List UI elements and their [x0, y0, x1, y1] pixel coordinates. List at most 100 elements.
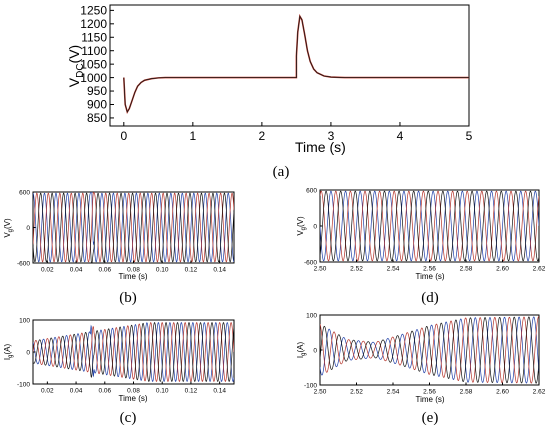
- d-x-tick-label: 2.54: [387, 266, 400, 273]
- panel-c-y-axis-title-unit: (A): [3, 344, 12, 355]
- panel-b-phase-c-line: [33, 192, 234, 263]
- a-x-tick-label: 0: [120, 129, 127, 143]
- panel-b-x-ticks: 0.02 0.04 0.06 0.08 0.10 0.12 0.14: [41, 260, 226, 274]
- panel-e-phase-a-line: [320, 316, 539, 384]
- c-x-tick-label: 0.04: [70, 388, 83, 395]
- d-y-tick-label: -600: [304, 259, 317, 266]
- c-x-tick-label: 0.02: [41, 388, 54, 395]
- e-x-tick-label: 2.50: [314, 389, 327, 396]
- panel-b-y-axis-title-main: V: [3, 232, 12, 238]
- panel-d-y-ticks: -600 0 600: [304, 187, 323, 266]
- panel-b: 0.02 0.04 0.06 0.08 0.10 0.12 0.14 -600 0 600 Ti…: [3, 189, 235, 306]
- panel-a-y-axis-title-main: V: [66, 77, 82, 87]
- b-y-tick-label: 0: [26, 225, 30, 232]
- panel-a-y-axis-title-unit: (V): [66, 45, 82, 64]
- panel-e-phase-c-line: [320, 316, 539, 384]
- panel-c-y-axis-title: Ig(A): [3, 344, 14, 361]
- panel-d-series-group: [320, 190, 539, 262]
- a-y-tick-label: 900: [87, 98, 107, 112]
- panel-c-label: (c): [120, 410, 137, 426]
- e-x-tick-label: 2.56: [423, 389, 436, 396]
- c-x-tick-label: 0.06: [98, 388, 111, 395]
- c-x-tick-label: 0.10: [156, 388, 169, 395]
- panel-a-series-group: [123, 13, 469, 115]
- a-y-tick-label: 1100: [81, 44, 107, 58]
- d-y-tick-label: 0: [313, 223, 317, 230]
- a-y-tick-label: 1150: [81, 30, 107, 44]
- panel-b-phase-b-line: [33, 192, 234, 263]
- panel-d-x-ticks: 2.50 2.52 2.54 2.56 2.58 2.60 2.62: [314, 259, 546, 273]
- panel-a-label: (a): [273, 164, 290, 180]
- panel-b-y-ticks: -600 0 600: [17, 189, 36, 267]
- a-x-tick-label: 1: [190, 129, 197, 143]
- d-x-tick-label: 2.62: [533, 266, 546, 273]
- panel-c-x-axis-title: Time (s): [118, 394, 147, 403]
- panel-c-y-ticks: -100 0 100: [17, 317, 36, 388]
- panel-a-y-axis-title-sub: DC: [75, 63, 86, 77]
- panel-d-y-axis-title-main: V: [296, 230, 305, 236]
- panel-c: 0.02 0.04 0.06 0.08 0.10 0.12 0.14 -100 0 100 Ti…: [3, 317, 235, 426]
- e-y-tick-label: -100: [304, 382, 317, 389]
- panel-b-series-group: [33, 192, 234, 263]
- a-y-tick-label: 1050: [80, 57, 107, 71]
- c-y-tick-label: -100: [17, 381, 30, 388]
- b-x-tick-label: 0.10: [156, 267, 169, 274]
- a-y-tick-label: 1250: [80, 4, 107, 18]
- b-y-tick-label: 600: [19, 189, 30, 196]
- d-x-tick-label: 2.56: [423, 266, 436, 273]
- b-x-tick-label: 0.12: [185, 267, 198, 274]
- a-x-tick-label: 5: [466, 129, 473, 143]
- panel-e-y-axis-title-main: I: [296, 356, 305, 358]
- panel-d-phase-c-line: [320, 190, 539, 262]
- panel-c-phase-c-line: [33, 322, 234, 382]
- a-y-tick-label: 1200: [80, 17, 107, 31]
- panel-e-label: (e): [422, 410, 439, 426]
- e-x-tick-label: 2.52: [350, 389, 363, 396]
- c-x-tick-label: 0.08: [127, 388, 140, 395]
- e-x-tick-label: 2.54: [387, 389, 400, 396]
- panel-a-x-ticks: 0 1 2 3 4 5: [120, 122, 473, 143]
- e-x-tick-label: 2.60: [496, 389, 509, 396]
- panel-c-phase-b-line: [33, 322, 234, 382]
- b-x-tick-label: 0.04: [70, 267, 83, 274]
- panel-e-x-ticks: 2.50 2.52 2.54 2.56 2.58 2.60 2.62: [314, 382, 546, 396]
- panel-d-x-axis-title: Time (s): [415, 272, 444, 281]
- b-y-tick-label: -600: [17, 260, 30, 267]
- a-x-tick-label: 3: [328, 129, 335, 143]
- panel-c-y-axis-title-main: I: [3, 358, 12, 360]
- panel-b-phase-a-line: [33, 192, 234, 263]
- panel-d-y-axis-title: Vg(V): [296, 216, 307, 236]
- panel-b-label: (b): [119, 290, 137, 306]
- panel-a-y-axis-title: VDC(V): [66, 45, 86, 87]
- d-x-tick-label: 2.60: [496, 266, 509, 273]
- a-y-tick-label: 850: [87, 111, 107, 125]
- e-x-tick-label: 2.58: [460, 389, 473, 396]
- b-x-tick-label: 0.06: [98, 267, 111, 274]
- panel-b-y-axis-title: Vg(V): [3, 218, 14, 238]
- panel-c-y-axis-title-sub: g: [8, 355, 14, 358]
- panel-d-phase-a-line: [320, 190, 539, 262]
- b-x-tick-label: 0.08: [127, 267, 140, 274]
- panel-e-x-axis-title: Time (s): [415, 395, 444, 404]
- b-x-tick-label: 0.02: [41, 267, 54, 274]
- c-x-tick-label: 0.12: [185, 388, 198, 395]
- a-y-tick-label: 1000: [80, 71, 107, 85]
- panel-d-label: (d): [421, 290, 439, 306]
- panel-e-y-axis-title-sub: g: [301, 353, 307, 356]
- panel-a-plot-frame: [109, 4, 470, 127]
- c-y-tick-label: 100: [19, 317, 30, 324]
- panel-b-y-axis-title-unit: (V): [3, 218, 12, 229]
- a-x-tick-label: 4: [397, 129, 404, 143]
- panel-e-y-ticks: -100 0 100: [304, 312, 323, 389]
- panel-e: 2.50 2.52 2.54 2.56 2.58 2.60 2.62 -100 0 100 Ti…: [296, 312, 546, 426]
- d-y-tick-label: 600: [306, 187, 317, 194]
- panel-b-x-axis-title: Time (s): [118, 272, 147, 281]
- b-x-tick-label: 0.14: [213, 267, 226, 274]
- panel-e-y-axis-title: Ig(A): [296, 342, 307, 359]
- panel-d-y-axis-title-sub: g: [301, 227, 307, 230]
- panel-a-vdc-line: [123, 15, 469, 114]
- e-x-tick-label: 2.62: [533, 389, 546, 396]
- e-y-tick-label: 0: [313, 347, 317, 354]
